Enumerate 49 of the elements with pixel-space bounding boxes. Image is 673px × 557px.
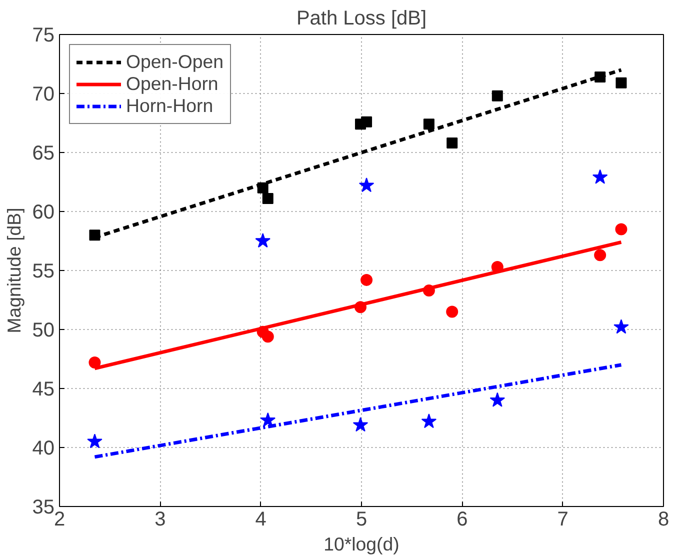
point [423,118,434,130]
x-tick-label: 8 [658,508,670,530]
point [262,330,274,343]
x-tick-label: 2 [54,508,66,530]
point [255,233,270,248]
y-tick-label: 70 [32,84,55,106]
x-tick-label: 3 [154,508,166,530]
point [260,412,276,427]
point [614,319,629,334]
legend-label: Open-Horn [126,73,218,95]
point [615,223,628,236]
point [422,284,435,297]
point [492,90,503,102]
point [354,301,366,314]
point [592,169,608,184]
y-tick-label: 40 [32,438,55,460]
point [262,193,274,204]
point [616,77,627,88]
legend-label: Open-Open [126,51,224,73]
point [490,392,506,407]
x-tick-label: 6 [456,508,468,530]
y-tick-label: 50 [32,320,55,342]
point [421,414,437,428]
point [594,71,606,82]
point [446,306,458,318]
y-axis-title: Magnitude [dB] [3,208,24,334]
point [257,182,268,194]
point [352,417,368,432]
x-tick-label: 5 [356,508,368,530]
point [446,138,458,149]
point [594,249,606,262]
point [360,274,373,286]
point [87,434,102,448]
point [88,356,101,369]
y-tick-label: 45 [32,378,55,400]
point [89,230,100,241]
y-tick-label: 75 [32,24,55,46]
y-tick-label: 60 [32,202,55,224]
x-tick-label: 7 [557,508,568,530]
chart-title: Path Loss [dB] [296,8,427,30]
point [358,178,374,192]
x-axis-title: 10*log(d) [324,534,400,554]
point [361,116,372,128]
y-tick-label: 35 [32,496,55,518]
point [491,260,504,273]
legend-label: Horn-Horn [126,95,214,117]
x-tick-label: 4 [255,508,266,530]
y-tick-label: 65 [32,142,55,164]
y-tick-label: 55 [32,260,55,282]
